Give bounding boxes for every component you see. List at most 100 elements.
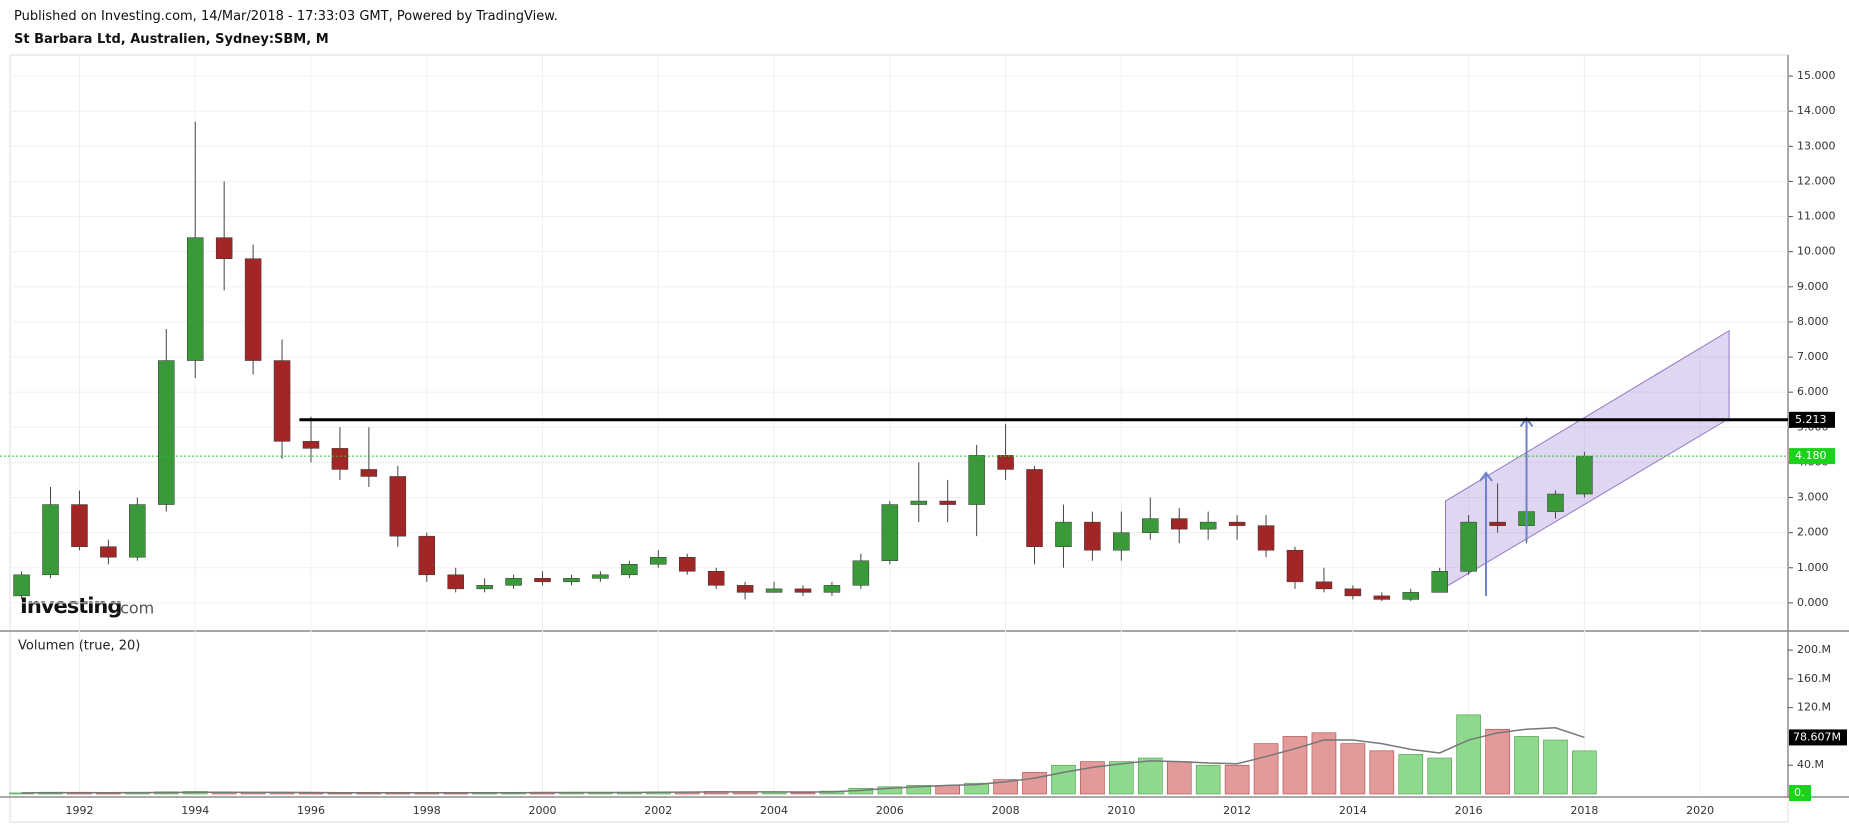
candle-body	[997, 455, 1014, 470]
candle-body	[273, 360, 291, 442]
x-tick-label: 2012	[1223, 804, 1251, 817]
candle-body	[534, 578, 551, 583]
candle-body	[823, 585, 841, 593]
candle-body	[1344, 588, 1362, 597]
volume-bar	[877, 786, 903, 795]
candle-body	[1576, 455, 1593, 495]
volume-bar	[993, 779, 1018, 795]
volume-bar	[1427, 757, 1453, 795]
y-tick-label: 14.000	[1797, 104, 1836, 117]
candle-body	[1315, 581, 1333, 590]
candle-body	[939, 500, 956, 505]
volume-bar	[1543, 739, 1568, 795]
candle-body	[71, 504, 88, 547]
candle-body	[505, 578, 522, 586]
y-tick-label: 12.000	[1797, 174, 1836, 187]
candle-body	[1402, 592, 1420, 600]
volume-tick-label: 200.M	[1797, 643, 1831, 656]
candle-body	[765, 588, 783, 593]
candle-body	[1026, 469, 1043, 547]
y-tick-label: 7.000	[1797, 350, 1829, 363]
volume-bar	[964, 782, 989, 795]
volume-bar	[1166, 761, 1192, 795]
volume-zero-label: 0.	[1794, 786, 1805, 799]
last-price-marker	[1789, 448, 1835, 465]
x-tick-label: 2014	[1339, 804, 1367, 817]
candle-body	[1431, 571, 1448, 593]
x-tick-label: 1996	[297, 804, 325, 817]
candle-body	[968, 455, 985, 505]
volume-bar	[1195, 764, 1221, 795]
volume-bar	[1456, 714, 1481, 795]
volume-bar	[1051, 764, 1076, 795]
y-tick-label: 2.000	[1797, 526, 1829, 539]
x-tick-label: 1994	[181, 804, 209, 817]
x-tick-label: 2004	[760, 804, 788, 817]
volume-bar	[1340, 743, 1366, 795]
volume-bar	[1137, 757, 1163, 795]
candle-body	[389, 476, 407, 537]
y-tick-label: 3.000	[1797, 491, 1829, 504]
candle-body	[1084, 521, 1101, 551]
volume-tick-label: 160.M	[1797, 672, 1831, 685]
x-tick-label: 2010	[1107, 804, 1135, 817]
candle-body	[707, 571, 725, 586]
y-tick-label: 11.000	[1797, 210, 1836, 223]
candle-body	[13, 574, 30, 597]
watermark-suffix: .com	[115, 599, 154, 618]
candle-body	[1228, 521, 1246, 526]
candle-body	[447, 574, 464, 590]
candle-body	[158, 360, 175, 505]
candle-body	[302, 441, 320, 449]
volume-ma-label: 78.607M	[1793, 730, 1841, 743]
volume-tick-label: 120.M	[1797, 701, 1831, 714]
candle-body	[1373, 595, 1391, 600]
candle-body	[621, 564, 638, 576]
candle-body	[678, 556, 696, 572]
candle-body	[1257, 525, 1275, 551]
volume-bar	[1224, 764, 1250, 795]
price-marker-label: 5.213	[1795, 413, 1827, 426]
candle-body	[881, 504, 899, 562]
x-tick-label: 2008	[992, 804, 1020, 817]
volume-bar	[1398, 754, 1424, 795]
x-tick-label: 2016	[1455, 804, 1483, 817]
volume-bar	[935, 785, 961, 795]
volume-bar	[1109, 761, 1134, 795]
y-tick-label: 9.000	[1797, 280, 1829, 293]
x-tick-label: 2006	[876, 804, 904, 817]
candle-body	[852, 560, 870, 586]
candle-body	[1286, 549, 1304, 583]
x-tick-label: 1992	[65, 804, 93, 817]
volume-bar	[1369, 750, 1395, 795]
volume-bar	[1282, 736, 1308, 795]
last-price-label: 4.180	[1795, 449, 1827, 462]
watermark-brand: Investing	[20, 594, 121, 618]
volume-bar	[1572, 750, 1597, 795]
volume-zero-marker	[1789, 785, 1811, 801]
candle-body	[1460, 521, 1477, 572]
x-tick-label: 2000	[529, 804, 557, 817]
candle-body	[1547, 493, 1564, 512]
candle-body	[592, 574, 609, 579]
y-tick-label: 1.000	[1797, 561, 1829, 574]
candle-body	[736, 585, 754, 593]
x-tick-label: 2020	[1686, 804, 1714, 817]
price-marker	[1789, 411, 1835, 428]
candle-body	[129, 504, 146, 558]
candle-body	[1113, 532, 1130, 551]
candle-body	[563, 578, 580, 583]
candle-body	[215, 237, 233, 259]
y-tick-label: 15.000	[1797, 69, 1836, 82]
candle-body	[186, 237, 204, 361]
y-tick-label: 8.000	[1797, 315, 1829, 328]
candle-body	[1199, 521, 1217, 530]
x-tick-label: 2002	[644, 804, 672, 817]
candle-body	[100, 546, 117, 558]
y-tick-label: 13.000	[1797, 139, 1836, 152]
candle-body	[42, 504, 59, 576]
volume-bar	[906, 785, 932, 795]
candle-body	[1055, 521, 1072, 547]
volume-tick-label: 40.M	[1797, 758, 1824, 771]
